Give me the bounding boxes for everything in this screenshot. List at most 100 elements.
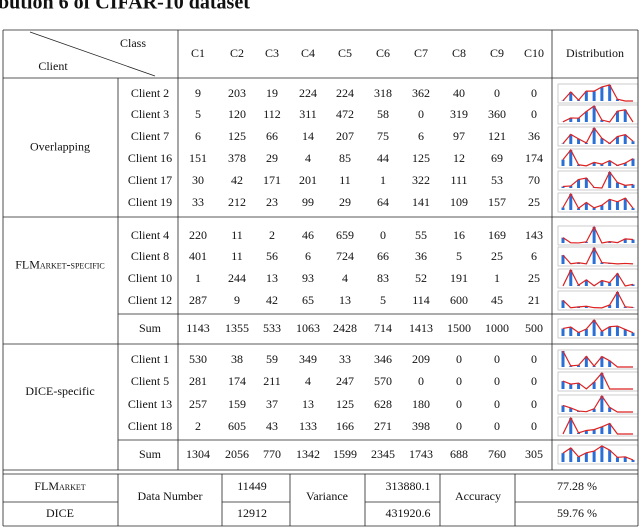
column-header: C6: [376, 46, 390, 60]
sparkline-bar: [600, 86, 604, 101]
sparkline-bar: [608, 450, 612, 462]
sparkline-bar: [623, 329, 627, 336]
cell: 5: [380, 293, 386, 307]
sparkline-bar: [569, 185, 573, 188]
sparkline-bar: [569, 194, 573, 210]
cell: 16: [453, 228, 465, 242]
cell: 271: [374, 419, 392, 433]
sparkline-bar: [592, 451, 596, 462]
variance: 313880.1: [386, 479, 431, 493]
sparkline-bar: [600, 262, 604, 264]
sparkline-bar: [608, 85, 612, 101]
sparkline-line: [562, 170, 634, 189]
sparkline-bar: [561, 405, 565, 412]
sparkline-bar: [577, 208, 581, 210]
sparkline-line: [562, 126, 634, 145]
cell: 287: [189, 293, 207, 307]
cell: 6: [418, 129, 424, 143]
sparkline-line: [562, 319, 634, 334]
sparkline-bar: [615, 136, 619, 144]
accuracy: 59.76 %: [557, 506, 597, 520]
cell: 1599: [333, 447, 357, 461]
cell: 5: [195, 107, 201, 121]
sparkline-bar: [577, 332, 581, 336]
sparkline-bar: [592, 408, 596, 412]
sparkline-bar: [600, 426, 604, 434]
sparkline-bar: [631, 184, 635, 188]
cell: 180: [412, 397, 430, 411]
sparkline-bar: [615, 457, 619, 462]
sparkline-bar: [608, 304, 612, 308]
sparkline-bar: [623, 198, 627, 210]
sparkline-bar: [561, 300, 565, 308]
row-label: Client 17: [128, 173, 172, 187]
row-label: Sum: [139, 321, 162, 335]
cell: 0: [531, 419, 537, 433]
sparkline-bar: [608, 407, 612, 412]
row-label: Client 7: [131, 129, 169, 143]
cell: 1342: [296, 447, 320, 461]
sparkline-bar: [577, 456, 581, 462]
cell: 257: [189, 397, 207, 411]
sparkline-bar: [584, 452, 588, 462]
row-label: Client 16: [128, 151, 172, 165]
cell: 93: [302, 271, 314, 285]
cell: 19: [266, 86, 278, 100]
sparkline-bar: [569, 384, 573, 389]
method: DICE: [46, 506, 74, 520]
sparkline-bar: [569, 447, 573, 462]
cell: 66: [266, 129, 278, 143]
row-label: Sum: [139, 447, 162, 461]
cell: 346: [374, 352, 392, 366]
summary-label: Variance: [306, 489, 348, 503]
cell: 25: [491, 249, 503, 263]
cell: 55: [415, 228, 427, 242]
sparkline-bar: [592, 128, 596, 144]
sparkline-bar: [592, 320, 596, 336]
cell: 171: [263, 173, 281, 187]
cell: 201: [299, 173, 317, 187]
cell: 688: [450, 447, 468, 461]
column-header: C10: [524, 46, 544, 60]
cell: 133: [299, 419, 317, 433]
cell: 570: [374, 374, 392, 388]
cell: 174: [228, 374, 246, 388]
sparkline-bar: [561, 186, 565, 188]
sparkline-bar: [623, 238, 627, 243]
sparkline-bar: [631, 307, 635, 308]
client-label: Client: [38, 59, 68, 73]
sparkline-bar: [623, 134, 627, 144]
cell: 401: [189, 249, 207, 263]
cell: 40: [453, 86, 465, 100]
sparkline-line: [562, 148, 634, 167]
cell: 0: [418, 374, 424, 388]
row-label: Client 12: [128, 293, 172, 307]
cell: 6: [195, 129, 201, 143]
sparkline-bar: [584, 91, 588, 101]
variance: 431920.6: [386, 506, 431, 520]
sparkline-bar: [592, 248, 596, 264]
cell: 125: [228, 129, 246, 143]
cell: 25: [528, 195, 540, 209]
sparkline-line: [562, 394, 633, 413]
cell: 0: [531, 86, 537, 100]
cell: 9: [195, 86, 201, 100]
cell: 378: [228, 151, 246, 165]
sparkline-bar: [561, 207, 565, 210]
cell: 398: [412, 419, 430, 433]
cell: 143: [525, 228, 543, 242]
cell: 659: [336, 228, 354, 242]
sparkline-line: [562, 445, 634, 461]
sparkline-bar: [623, 456, 627, 462]
cell: 360: [488, 107, 506, 121]
sparkline-bar: [631, 239, 635, 243]
cell: 33: [339, 352, 351, 366]
caption: bution 6 of CIFAR-10 dataset: [0, 0, 250, 14]
sparkline-bar: [584, 306, 588, 308]
cell: 247: [336, 374, 354, 388]
sparkline-bar: [577, 365, 581, 367]
cell: 0: [456, 419, 462, 433]
sparkline-bar: [569, 407, 573, 412]
row-label: Client 1: [131, 352, 169, 366]
cell: 714: [374, 321, 392, 335]
